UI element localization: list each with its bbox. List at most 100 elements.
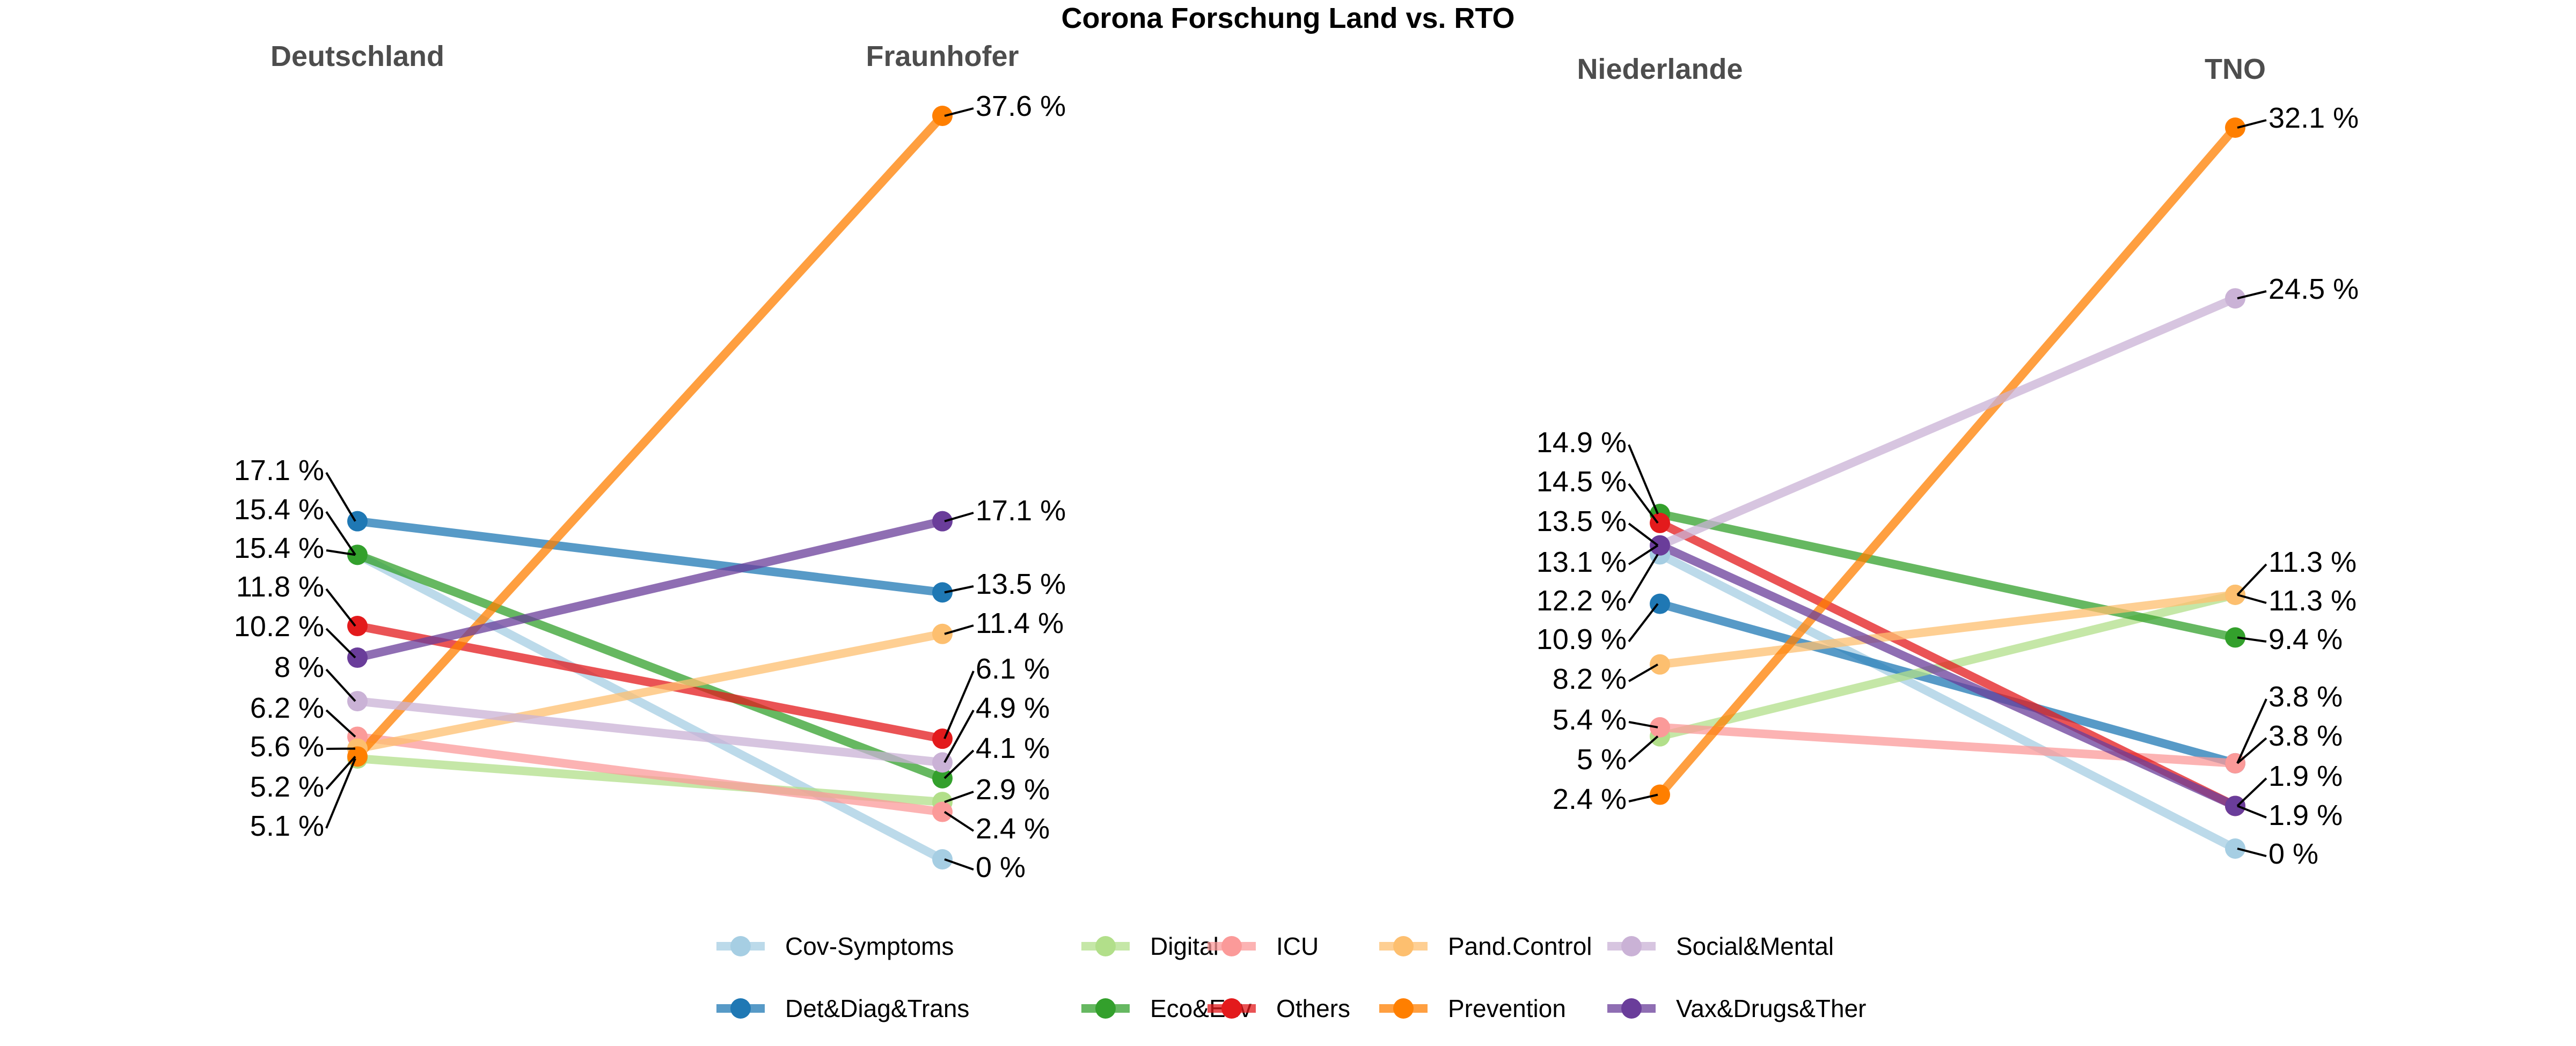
series-line-det-diag-trans [1658,599,2237,768]
series-line-others [356,622,943,743]
leader-line-right [943,710,975,763]
leader-line-left [325,755,356,790]
point-right-icu [932,801,953,822]
point-left-vax-drugs-ther [1650,535,1670,556]
series-line-social-mental [357,697,943,767]
leader-line-right [943,749,975,779]
leader-line-right [2237,848,2267,857]
series-line-pand-control [1659,590,2236,669]
value-label-left: 12.2 % [1536,585,1627,617]
panel-deutschland: Deutschland Fraunhofer 17.1 % 15.4 % 15.4 % 1… [234,40,1066,883]
value-label-right: 3.8 % [2268,681,2343,713]
value-label-left: 2.4 % [1553,783,1627,815]
leader-line-right [943,811,975,832]
leader-line-right [2236,698,2267,764]
leader-line-left [325,709,356,738]
leader-line-left [1628,444,1659,514]
value-label-left: 5.4 % [1553,704,1627,736]
leader-line-right [2237,290,2267,300]
leader-line-left [325,668,356,702]
chart-title: Corona Forschung Land vs. RTO [1061,2,1514,34]
value-label-right: 11.3 % [2268,546,2357,578]
legend-swatch-point [1621,936,1642,956]
value-label-left: 14.5 % [1536,466,1627,498]
value-label-right: 4.9 % [976,692,1050,724]
series-line-cov-symptoms [355,551,945,864]
legend-label: Pand.Control [1448,932,1592,960]
series-line-digital [357,754,943,807]
leader-line-right [2237,636,2267,643]
value-label-left: 5.1 % [250,810,324,842]
value-label-right: 3.8 % [2268,720,2343,752]
panel-header-left: Niederlande [1577,53,1743,85]
leader-line-left [1628,554,1659,604]
point-left-prevention [347,746,368,767]
value-label-right: 24.5 % [2268,273,2359,305]
leader-line-right [2236,737,2267,764]
legend-swatch-point [1095,998,1116,1019]
leader-line-left [325,511,356,556]
leader-line-left [326,549,356,556]
leader-line-left [325,588,356,627]
legend-swatch-point [1095,936,1116,956]
value-label-right: 17.1 % [976,495,1066,527]
point-right-det-diag-trans [932,582,953,603]
panel-header-right: TNO [2205,53,2266,85]
legend-label: Vax&Drugs&Ther [1676,995,1867,1022]
legend: Cov-Symptoms Digital ICU Pand.Control Social… [716,932,1867,1022]
legend-label: Cov-Symptoms [785,932,954,960]
legend-item-social-mental: Social&Mental [1607,932,1834,960]
series-line-vax-drugs-ther [1658,541,2237,810]
value-label-left: 11.8 % [236,571,324,603]
leader-line-left [1628,522,1659,547]
leader-line-right [2236,563,2267,596]
legend-label: Prevention [1448,995,1566,1022]
legend-swatch-point [1621,998,1642,1019]
leader-line-left [1628,663,1659,682]
value-label-right: 2.4 % [976,813,1050,845]
legend-item-cov-symptoms: Cov-Symptoms [716,932,954,960]
series-line-cov-symptoms [1658,550,2237,853]
value-label-left: 14.9 % [1536,426,1627,459]
leader-line-right [2236,777,2267,807]
point-left-prevention [1650,784,1670,805]
leader-line-right [2237,805,2267,819]
series-line-eco-env [356,550,944,783]
value-label-left: 6.2 % [250,692,324,724]
legend-swatch-point [730,998,751,1019]
leader-line-right [944,791,974,803]
point-right-eco-env [932,768,953,789]
value-label-left: 17.1 % [234,454,324,487]
value-label-right: 9.4 % [2268,623,2343,655]
leader-line-left [325,758,356,829]
value-label-left: 10.2 % [234,610,324,643]
value-label-left: 15.4 % [234,493,324,526]
panel-header-right: Fraunhofer [866,40,1019,72]
value-label-right: 2.9 % [976,774,1050,806]
value-label-left: 10.9 % [1536,623,1627,655]
value-label-right: 0 % [2268,838,2318,870]
legend-swatch-point [1393,936,1414,956]
value-label-right: 11.4 % [976,607,1064,639]
leader-line-right [944,624,974,635]
series-line-vax-drugs-ther [356,517,943,662]
value-label-right: 32.1 % [2268,102,2359,134]
leader-line-left [1628,544,1659,565]
value-label-right: 37.6 % [976,90,1066,122]
series-line-social-mental [1658,294,2237,550]
point-right-vax-drugs-ther [932,511,953,532]
value-label-left: 5 % [1577,743,1627,776]
value-label-right: 0 % [976,851,1026,883]
value-label-left: 5.2 % [250,771,324,803]
value-label-left: 8.2 % [1553,663,1627,695]
series-line-pand-control [356,629,943,753]
value-label-left: 15.4 % [234,532,324,564]
point-right-pand-control [932,623,953,644]
point-right-eco-env [2225,627,2245,648]
value-label-right: 1.9 % [2268,760,2343,792]
leader-line-right [2237,119,2267,129]
value-label-left: 8 % [274,651,324,683]
leader-line-left [325,628,356,659]
legend-swatch-point [1221,998,1242,1019]
